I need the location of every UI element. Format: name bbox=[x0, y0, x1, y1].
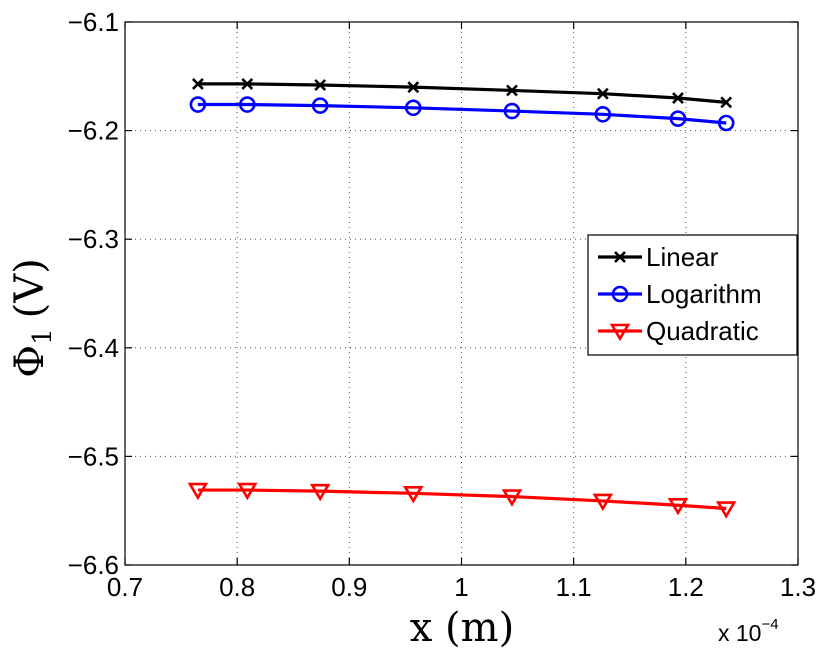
axis-labels: x (m) Φ1(V) x 10−4 bbox=[7, 258, 779, 651]
legend-entry-quadratic: Quadratic bbox=[598, 316, 759, 346]
data-point-logarithm bbox=[311, 97, 329, 114]
data-point-logarithm bbox=[404, 99, 422, 117]
y-tick-label: −6.4 bbox=[68, 333, 119, 363]
data-point-linear bbox=[241, 77, 254, 90]
data-point-linear bbox=[672, 92, 684, 104]
marker-stroke bbox=[720, 96, 733, 109]
x-tick-label: 1.1 bbox=[556, 572, 592, 602]
x-tick-label: 1.3 bbox=[780, 572, 816, 602]
data-point-linear bbox=[314, 79, 327, 91]
series-quadratic bbox=[187, 482, 737, 519]
series-linear bbox=[191, 77, 733, 109]
data-point-logarithm bbox=[594, 106, 612, 123]
legend-label: Logarithm bbox=[646, 279, 762, 309]
data-point-quadratic bbox=[715, 501, 737, 519]
marker-stroke bbox=[596, 87, 609, 100]
marker-stroke bbox=[191, 77, 204, 90]
legend-marker bbox=[614, 251, 626, 263]
y-tick-label: −6.5 bbox=[68, 441, 119, 471]
y-axis-label-subscript: 1 bbox=[28, 328, 58, 345]
data-point-linear bbox=[720, 96, 733, 109]
data-point-logarithm bbox=[669, 110, 687, 127]
marker-stroke bbox=[407, 81, 420, 94]
legend-entry-logarithm: Logarithm bbox=[598, 279, 762, 309]
marker-stroke bbox=[672, 92, 684, 104]
data-point-logarithm bbox=[238, 96, 256, 113]
data-point-linear bbox=[407, 81, 420, 94]
data-point-quadratic bbox=[667, 497, 689, 516]
series-line-logarithm bbox=[197, 102, 727, 125]
marker-stroke bbox=[314, 79, 327, 91]
data-point-logarithm bbox=[503, 102, 521, 120]
x-tick-label: 1.2 bbox=[668, 572, 704, 602]
legend-label: Linear bbox=[646, 242, 719, 272]
data-point-quadratic bbox=[236, 482, 258, 501]
legend-marker bbox=[611, 285, 629, 303]
marker-stroke bbox=[506, 84, 518, 97]
data-point-logarithm bbox=[189, 96, 207, 113]
x-axis-exponent: x 10−4 bbox=[718, 616, 779, 646]
marker-stroke bbox=[614, 251, 626, 263]
y-tick-label: −6.6 bbox=[68, 550, 119, 580]
marker-stroke bbox=[241, 77, 254, 90]
legend: Linear Logarithm Quadratic bbox=[587, 234, 798, 356]
y-tick-label: −6.1 bbox=[68, 7, 119, 37]
y-axis-label-units: (V) bbox=[7, 258, 53, 318]
series-layer bbox=[187, 77, 737, 519]
y-axis-label-symbol: Φ bbox=[7, 345, 53, 378]
legend-marker bbox=[609, 323, 631, 342]
axis-ticks: 0.7 0.8 0.9 1 1.1 1.2 1.3 −6.6 −6.5 −6.4 −6.3 −6.2 −… bbox=[68, 7, 816, 602]
x-tick-label: 1 bbox=[454, 572, 468, 602]
series-line-quadratic bbox=[197, 488, 727, 511]
x-axis-label: x (m) bbox=[410, 605, 514, 651]
legend-entry-linear: Linear bbox=[598, 242, 719, 272]
data-point-quadratic bbox=[592, 493, 614, 512]
data-point-quadratic bbox=[402, 486, 424, 504]
data-point-linear bbox=[596, 87, 609, 100]
data-point-logarithm bbox=[717, 114, 735, 132]
data-point-quadratic bbox=[187, 482, 209, 501]
svg-text:Φ1(V): Φ1 (V) bbox=[7, 258, 58, 377]
data-point-quadratic bbox=[501, 489, 523, 507]
data-point-quadratic bbox=[309, 483, 331, 502]
y-tick-label: −6.3 bbox=[68, 224, 119, 254]
x-axis-exponent-power: −4 bbox=[761, 616, 778, 633]
series-logarithm bbox=[189, 96, 735, 132]
legend-label: Quadratic bbox=[646, 316, 759, 346]
data-point-linear bbox=[191, 77, 204, 90]
x-axis-exponent-base: x 10 bbox=[718, 620, 761, 646]
x-tick-label: 0.8 bbox=[219, 572, 255, 602]
x-tick-label: 0.9 bbox=[331, 572, 367, 602]
y-tick-label: −6.2 bbox=[68, 116, 119, 146]
data-point-linear bbox=[506, 84, 518, 97]
series-line-linear bbox=[197, 82, 727, 104]
x-tick-label: 0.7 bbox=[107, 572, 143, 602]
y-axis-label: Φ1 (V) bbox=[7, 258, 58, 377]
